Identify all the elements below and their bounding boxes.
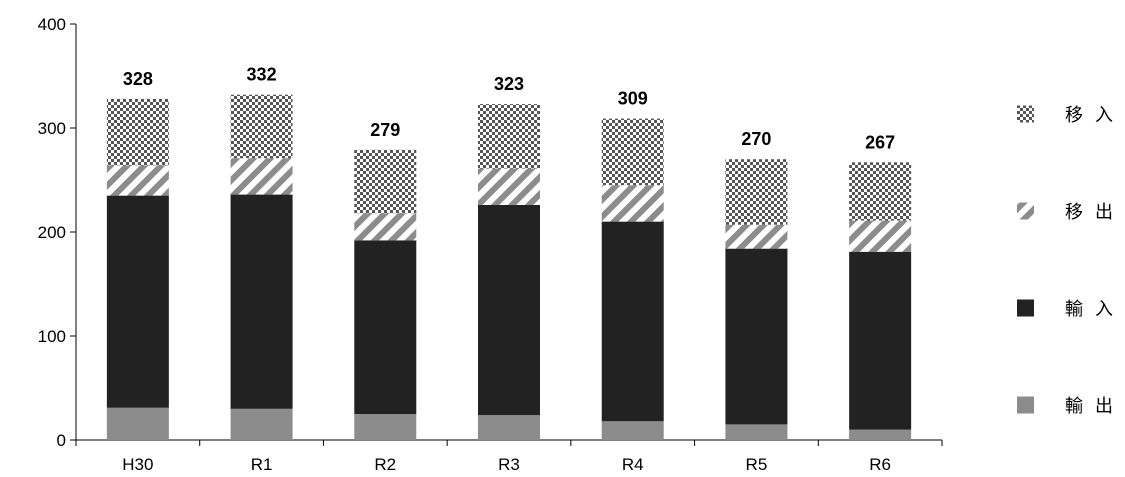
bar-segment [601,221,664,422]
bar-segment [106,98,169,166]
bar-segment [106,195,169,408]
y-tick-label: 100 [38,327,66,346]
legend-swatch [1017,105,1034,123]
y-tick-label: 0 [57,431,66,450]
bar-segment [601,118,664,186]
x-tick-label: R6 [869,455,891,474]
bar-segment [106,407,169,440]
bar-segment [106,165,169,196]
legend-swatch [1017,202,1034,220]
data-label: 267 [865,132,895,152]
bar-segment [725,159,788,225]
bar-segment [725,224,788,249]
y-tick-label: 400 [38,15,66,34]
legend-label: 移入 [1065,105,1125,126]
data-label: 309 [618,89,648,109]
x-tick-label: R2 [374,455,396,474]
bar-segment [849,429,912,440]
y-tick-label: 300 [38,119,66,138]
bar-segment [354,240,417,414]
bar-segment [354,149,417,214]
bar-segment [601,421,664,440]
bar-segment [849,251,912,430]
x-tick-label: R5 [746,455,768,474]
legend-label: 輸入 [1065,299,1125,320]
x-tick-label: R1 [251,455,273,474]
bar-segment [725,248,788,425]
x-tick-label: H30 [122,455,153,474]
bar-segment [354,213,417,241]
bar-segment [849,220,912,252]
bar-segment [849,162,912,221]
bar-segment [478,204,540,416]
bar-segment [725,424,788,440]
legend-swatch [1017,396,1034,414]
data-label: 332 [247,65,277,85]
data-label: 270 [741,129,771,149]
bar-segment [601,185,664,222]
x-tick-label: R3 [498,455,520,474]
bar-segment [478,415,540,440]
bar-segment [230,158,293,195]
data-label: 328 [123,69,153,89]
x-tick-label: R4 [622,455,644,474]
bar-segment [230,194,293,409]
data-label: 323 [494,74,524,94]
bar-segment [354,414,417,440]
bar-segment [478,104,540,169]
bar-segment [478,168,540,205]
legend-label: 輸出 [1065,396,1125,417]
legend-swatch [1017,299,1034,317]
data-label: 279 [370,120,400,140]
bar-segment [230,408,293,440]
y-tick-label: 200 [38,223,66,242]
bar-segment [230,94,293,159]
legend-label: 移出 [1065,202,1125,223]
